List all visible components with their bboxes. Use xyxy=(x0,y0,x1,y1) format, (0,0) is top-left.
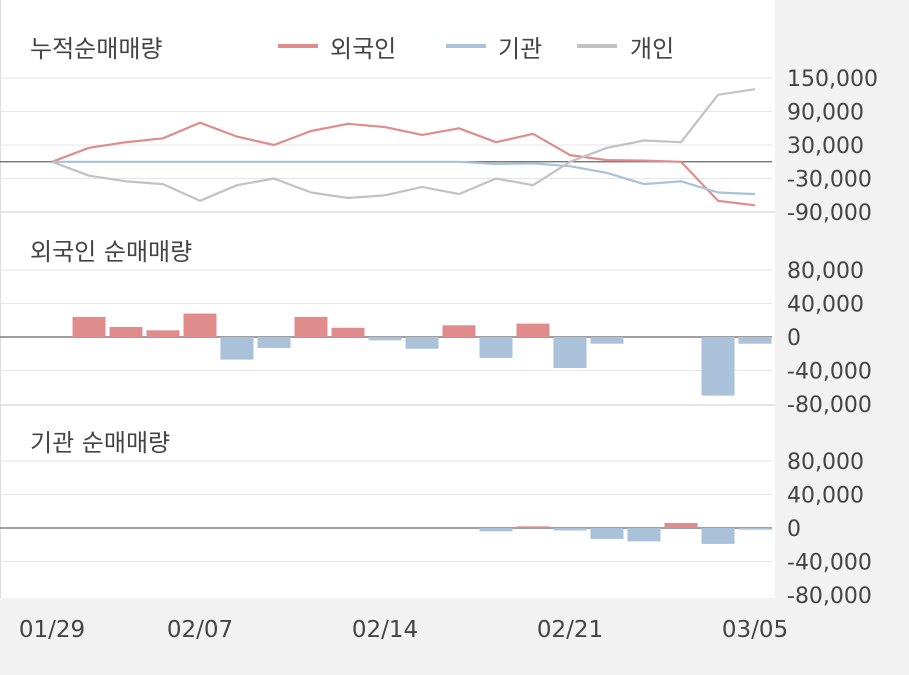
bar xyxy=(516,526,550,528)
bar xyxy=(183,313,217,337)
bar xyxy=(701,528,735,544)
y-tick-label: 30,000 xyxy=(787,134,864,159)
bar xyxy=(405,337,439,349)
bar xyxy=(479,528,513,532)
y-tick-label: 90,000 xyxy=(787,101,864,126)
y-tick-label: 40,000 xyxy=(787,293,864,318)
bar xyxy=(553,528,587,531)
y-tick-label: 40,000 xyxy=(787,484,864,509)
bar xyxy=(516,323,550,337)
y-tick-label: 80,000 xyxy=(787,259,864,284)
bar xyxy=(738,528,772,530)
y-tick-label: -30,000 xyxy=(787,168,872,193)
bar xyxy=(146,330,180,337)
bar xyxy=(479,337,513,358)
series-line-foreign xyxy=(51,121,756,207)
legend: 외국인 기관 개인 xyxy=(278,35,674,63)
bar xyxy=(257,337,291,348)
x-tick-label: 01/29 xyxy=(19,617,85,643)
bar xyxy=(220,337,254,360)
x-tick-label: 03/05 xyxy=(722,617,788,643)
bar xyxy=(664,522,698,528)
bar xyxy=(738,337,772,344)
plot-background xyxy=(0,0,775,598)
y-tick-label: -40,000 xyxy=(787,551,872,576)
ticks-layer: 150,000 90,000 30,000 -30,000 -90,000 80,000 4… xyxy=(19,67,878,643)
y-tick-label: -80,000 xyxy=(787,393,872,418)
bar xyxy=(109,326,143,337)
x-tick-label: 02/07 xyxy=(167,617,233,643)
bar xyxy=(72,316,106,337)
bar xyxy=(590,528,624,539)
bar xyxy=(590,337,624,344)
y-tick-label: 0 xyxy=(787,326,801,351)
series-line-institution xyxy=(52,160,756,196)
y-tick-label: 0 xyxy=(787,517,801,542)
lines-layer xyxy=(51,88,756,207)
bar xyxy=(701,337,735,396)
legend-foreign-label: 외국인 xyxy=(330,35,396,63)
legend-individual-label: 개인 xyxy=(630,35,674,63)
y-tick-label: 80,000 xyxy=(787,450,864,475)
panel-3-title: 기관 순매매량 xyxy=(30,429,170,457)
bar xyxy=(331,327,365,337)
panel-2-title: 외국인 순매매량 xyxy=(30,238,192,266)
panel-1-title: 누적순매매량 xyxy=(30,35,162,63)
bar xyxy=(553,337,587,368)
y-tick-label: 150,000 xyxy=(787,67,878,92)
x-tick-label: 02/21 xyxy=(537,617,603,643)
y-tick-label: -80,000 xyxy=(787,584,872,609)
x-tick-label: 02/14 xyxy=(352,617,418,643)
y-tick-label: -90,000 xyxy=(787,201,872,226)
bar xyxy=(442,325,476,337)
bars-layer xyxy=(72,313,772,544)
series-line-individual xyxy=(51,88,756,202)
bar xyxy=(368,337,402,341)
bar xyxy=(627,528,661,542)
legend-institution-label: 기관 xyxy=(498,35,542,63)
bar xyxy=(294,316,328,337)
y-tick-label: -40,000 xyxy=(787,360,872,385)
